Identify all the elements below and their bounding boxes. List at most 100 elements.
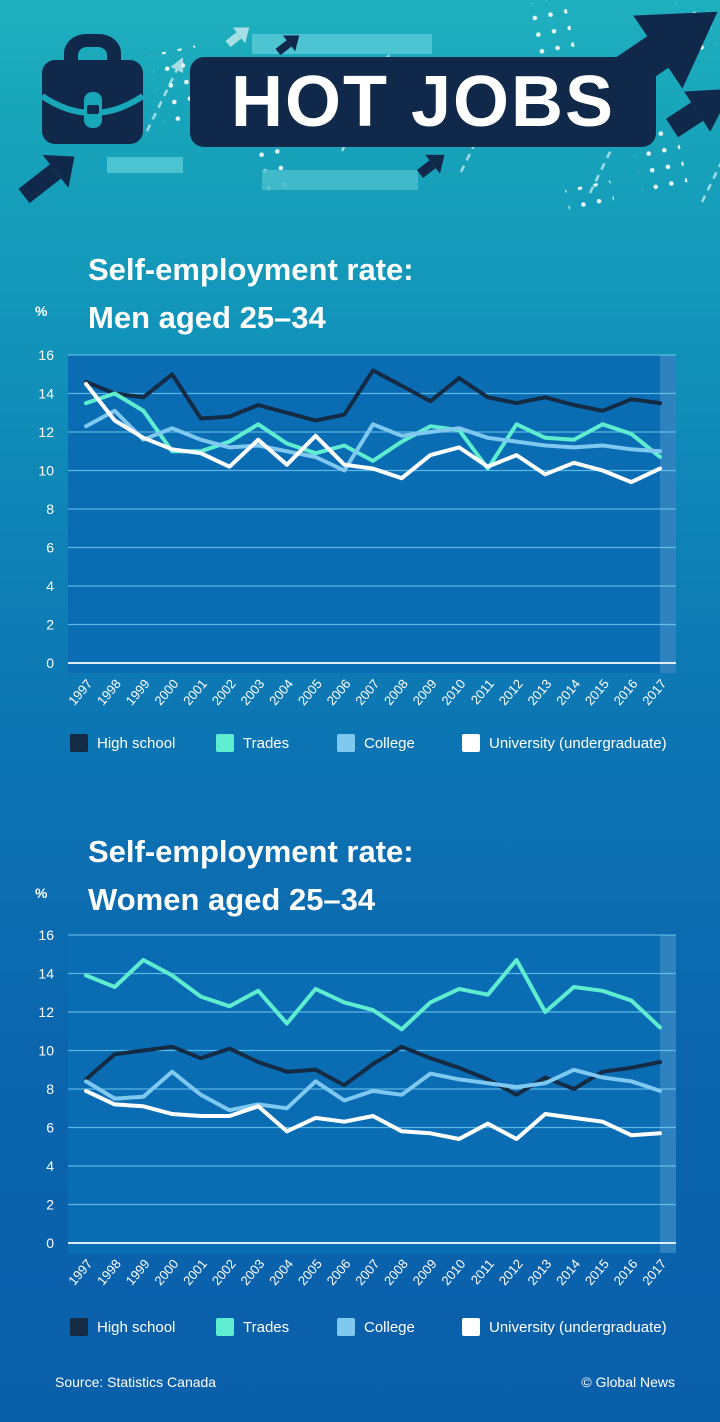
plot-area — [68, 935, 676, 1253]
x-tick-label: 2011 — [468, 1256, 497, 1287]
x-tick-label: 2006 — [324, 1256, 354, 1288]
legend-label: Trades — [243, 1318, 290, 1336]
x-tick-label: 2008 — [381, 1256, 411, 1288]
x-tick-label: 2001 — [180, 1256, 210, 1288]
x-tick-label: 2009 — [410, 676, 440, 708]
footer: Source: Statistics Canada © Global News — [0, 1374, 720, 1394]
women-chart: 0246810121416199719981999200020012002200… — [38, 927, 676, 1288]
x-tick-label: 2004 — [266, 1256, 296, 1288]
x-tick-label: 2017 — [639, 1256, 669, 1288]
college-swatch — [337, 1318, 355, 1336]
trades-swatch — [216, 1318, 234, 1336]
x-tick-label: 1999 — [123, 676, 153, 708]
plot-edge-strip — [660, 935, 676, 1253]
x-tick-label: 2010 — [438, 1256, 468, 1288]
series-line-university-undergraduate- — [84, 1088, 662, 1141]
legend-label: High school — [97, 1318, 176, 1336]
y-tick-label: 0 — [46, 1235, 54, 1251]
briefcase-icon — [40, 34, 145, 144]
y-tick-label: 4 — [46, 578, 54, 594]
light-trend-arrow-icon — [225, 27, 250, 48]
legend-label: University (undergraduate) — [489, 734, 667, 752]
legend-label: College — [364, 734, 415, 752]
x-tick-label: 2010 — [438, 676, 468, 708]
university-swatch — [462, 1318, 480, 1336]
men-chart-title: Self-employment rate: Men aged 25–34 — [88, 252, 414, 335]
university-swatch — [462, 734, 480, 752]
y-tick-label: 12 — [38, 424, 54, 440]
x-tick-label: 2001 — [180, 676, 210, 708]
x-tick-label: 2016 — [611, 1256, 641, 1288]
series-line-college — [84, 408, 662, 473]
men-chart-legend: High school Trades College University (u… — [0, 734, 720, 756]
y-tick-label: 12 — [38, 1004, 54, 1020]
y-tick-label: 0 — [46, 655, 54, 671]
x-tick-label: 2004 — [266, 676, 296, 708]
x-tick-label: 2015 — [582, 1256, 612, 1288]
high-school-swatch — [70, 734, 88, 752]
y-tick-label: 4 — [46, 1158, 54, 1174]
source-credit: Source: Statistics Canada — [55, 1374, 217, 1390]
college-swatch — [337, 734, 355, 752]
x-tick-label: 2005 — [295, 676, 325, 708]
women-chart-unit-label: % — [35, 885, 48, 901]
legend-label: High school — [97, 734, 176, 752]
x-tick-label: 2009 — [410, 1256, 440, 1288]
x-tick-label: 2005 — [295, 1256, 325, 1288]
x-tick-label: 2007 — [352, 1256, 382, 1288]
x-tick-label: 2002 — [209, 1256, 239, 1288]
x-tick-label: 2016 — [611, 676, 641, 708]
men-chart-unit-label: % — [35, 303, 48, 319]
y-tick-label: 14 — [38, 966, 54, 982]
page-title: HOT JOBS — [230, 62, 616, 142]
x-tick-label: 2014 — [553, 1256, 583, 1288]
x-tick-label: 1998 — [94, 1256, 124, 1288]
x-tick-label: 1997 — [65, 676, 95, 708]
y-tick-label: 6 — [46, 540, 54, 556]
x-tick-label: 2017 — [639, 676, 669, 708]
x-tick-label: 1997 — [65, 1256, 95, 1288]
series-line-high-school — [84, 1044, 662, 1097]
x-tick-label: 2013 — [524, 1256, 554, 1288]
header: HOT JOBS — [0, 0, 720, 215]
legend-label: Trades — [243, 734, 290, 752]
x-tick-label: 2000 — [151, 676, 181, 708]
legend-label: University (undergraduate) — [489, 1318, 667, 1336]
x-tick-label: 2015 — [582, 676, 612, 708]
legend-label: College — [364, 1318, 415, 1336]
plot-edge-strip — [660, 355, 676, 673]
y-tick-label: 2 — [46, 1197, 54, 1213]
x-tick-label: 2003 — [237, 676, 267, 708]
y-tick-label: 10 — [38, 463, 54, 479]
title-box: HOT JOBS — [190, 57, 656, 147]
y-tick-label: 10 — [38, 1043, 54, 1059]
y-tick-label: 16 — [38, 927, 54, 943]
publisher-credit: © Global News — [581, 1374, 675, 1390]
x-tick-label: 2006 — [324, 676, 354, 708]
x-tick-label: 2014 — [553, 676, 583, 708]
x-tick-label: 2008 — [381, 676, 411, 708]
x-tick-label: 2012 — [496, 676, 526, 708]
y-tick-label: 2 — [46, 617, 54, 633]
y-tick-label: 16 — [38, 347, 54, 363]
series-line-university-undergraduate- — [84, 381, 662, 485]
y-tick-label: 6 — [46, 1120, 54, 1136]
men-chart: 0246810121416199719981999200020012002200… — [38, 347, 676, 708]
x-tick-label: 2003 — [237, 1256, 267, 1288]
plot-area — [68, 355, 676, 673]
x-tick-label: 2013 — [524, 676, 554, 708]
x-tick-label: 1999 — [123, 1256, 153, 1288]
x-tick-label: 2011 — [468, 676, 497, 707]
series-line-college — [84, 1067, 662, 1113]
high-school-swatch — [70, 1318, 88, 1336]
y-tick-label: 8 — [46, 501, 54, 517]
x-tick-label: 1998 — [94, 676, 124, 708]
x-tick-label: 2002 — [209, 676, 239, 708]
women-chart-legend: High school Trades College University (u… — [0, 1318, 720, 1340]
y-tick-label: 14 — [38, 386, 54, 402]
series-line-trades — [84, 958, 662, 1032]
x-tick-label: 2012 — [496, 1256, 526, 1288]
trades-swatch — [216, 734, 234, 752]
x-tick-label: 2007 — [352, 676, 382, 708]
